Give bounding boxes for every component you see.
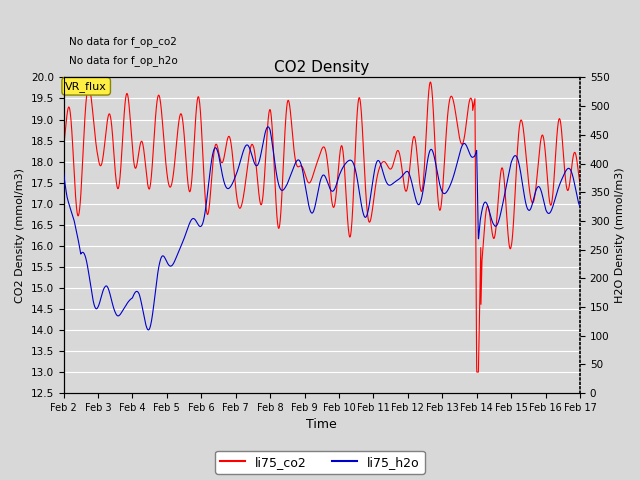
Text: No data for f_op_h2o: No data for f_op_h2o [68,55,177,66]
Text: VR_flux: VR_flux [65,81,107,92]
Y-axis label: CO2 Density (mmol/m3): CO2 Density (mmol/m3) [15,168,25,303]
Y-axis label: H2O Density (mmol/m3): H2O Density (mmol/m3) [615,168,625,303]
Title: CO2 Density: CO2 Density [274,60,369,75]
Legend: li75_co2, li75_h2o: li75_co2, li75_h2o [215,451,425,474]
Text: No data for f_op_co2: No data for f_op_co2 [68,36,177,48]
X-axis label: Time: Time [307,419,337,432]
